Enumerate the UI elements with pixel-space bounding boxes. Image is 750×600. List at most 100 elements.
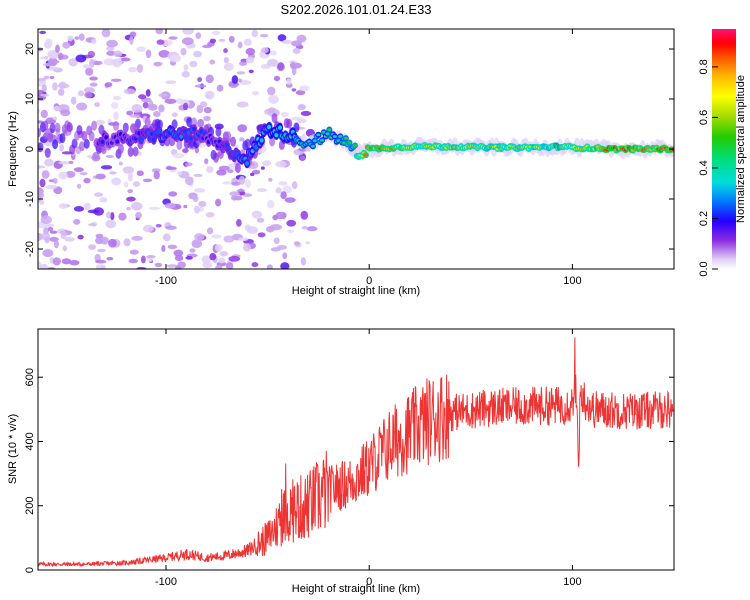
noise-blob	[211, 234, 222, 239]
noise-blob	[231, 75, 239, 84]
spectrogram-xlabel: Height of straight line (km)	[292, 285, 420, 297]
noise-blob	[209, 59, 216, 65]
noise-blob	[205, 74, 214, 84]
noise-blob	[260, 166, 265, 170]
noise-blob	[155, 224, 162, 228]
noise-blob	[183, 204, 188, 209]
noise-blob	[199, 101, 208, 108]
ridge-core	[259, 138, 264, 143]
noise-blob	[209, 38, 217, 44]
noise-blob	[126, 196, 136, 202]
band-cell	[286, 118, 293, 129]
noise-blob	[231, 181, 241, 186]
noise-blob	[129, 249, 139, 255]
band-cell	[81, 130, 88, 141]
noise-blob	[173, 152, 185, 159]
noise-blob	[156, 39, 165, 45]
colorbar-gradient	[712, 29, 736, 269]
noise-blob	[203, 106, 212, 114]
noise-blob	[131, 235, 143, 241]
band-cell	[71, 138, 78, 149]
band-cell	[38, 127, 41, 138]
noise-blob	[242, 243, 251, 252]
noise-blob	[175, 266, 182, 269]
band-cell	[132, 146, 139, 157]
noise-blob	[142, 224, 154, 233]
noise-blob	[52, 82, 58, 91]
noise-blob	[142, 178, 153, 183]
colorbar: 0.0 0.2 0.4 0.6 0.8 Normalized spectral ampl…	[698, 29, 747, 277]
spectrogram-xtick-label: 0	[366, 275, 372, 287]
noise-blob	[182, 148, 189, 154]
noise-blob	[148, 206, 161, 210]
noise-blob	[194, 233, 205, 241]
noise-blob	[275, 211, 287, 220]
noise-blob	[140, 255, 146, 264]
band-cell	[42, 120, 49, 131]
ridge-core	[267, 124, 272, 130]
noise-blob	[95, 259, 107, 264]
spectrogram-ytick-label: 10	[24, 93, 36, 105]
noise-blob	[40, 109, 48, 119]
noise-blob	[44, 158, 54, 167]
noise-blob	[82, 64, 90, 69]
noise-blob	[129, 35, 134, 45]
noise-blob	[94, 102, 101, 108]
noise-blob	[128, 258, 138, 264]
noise-blob	[113, 95, 121, 101]
snr-xtick-label: 100	[563, 576, 581, 588]
band-cell	[54, 122, 61, 133]
spectrogram-ytick-label: 0	[24, 146, 36, 152]
noise-blob	[300, 110, 312, 117]
band-cell	[44, 147, 51, 158]
noise-blob	[182, 29, 194, 35]
noise-blob	[262, 160, 272, 167]
band-cell	[113, 120, 120, 131]
noise-blob	[183, 64, 189, 72]
noise-blob	[120, 57, 131, 62]
noise-blob	[300, 210, 309, 220]
noise-blob	[118, 161, 123, 166]
noise-blob	[38, 109, 41, 113]
noise-blob	[137, 151, 142, 156]
noise-blob	[198, 206, 204, 212]
noise-blob	[251, 90, 260, 96]
noise-blob	[58, 81, 67, 89]
noise-blob	[260, 47, 269, 54]
noise-blob	[168, 36, 178, 40]
noise-blob	[280, 191, 287, 200]
snr-frame	[37, 328, 675, 571]
band-cell	[83, 138, 90, 149]
noise-blob	[73, 205, 85, 212]
noise-blob	[92, 60, 103, 66]
spectrogram-ylabel: Frequency (Hz)	[7, 111, 19, 187]
noise-blob	[129, 114, 141, 118]
noise-blob	[126, 206, 131, 211]
ridge-core	[188, 136, 193, 141]
noise-blob	[275, 160, 287, 168]
noise-blob	[89, 76, 98, 81]
noise-blob	[132, 181, 141, 188]
noise-blob	[296, 34, 307, 43]
noise-blob	[138, 94, 147, 100]
noise-blob	[118, 212, 127, 221]
ridge-core	[104, 135, 109, 140]
noise-blob	[38, 232, 43, 242]
noise-blob	[243, 38, 252, 46]
noise-blob	[267, 177, 273, 182]
noise-blob	[165, 225, 177, 230]
noise-blob	[126, 110, 134, 116]
noise-blob	[52, 116, 58, 121]
noise-blob	[110, 212, 115, 221]
noise-blob	[277, 34, 287, 42]
noise-blob	[61, 258, 72, 265]
noise-blob	[219, 250, 229, 257]
spectrogram-xtick-label: 100	[563, 275, 581, 287]
snr-ytick-label: 600	[24, 368, 36, 386]
noise-blob	[244, 179, 251, 189]
band-cell	[66, 122, 73, 133]
noise-blob	[237, 124, 248, 133]
noise-blob	[203, 115, 211, 122]
noise-blob	[38, 165, 46, 169]
